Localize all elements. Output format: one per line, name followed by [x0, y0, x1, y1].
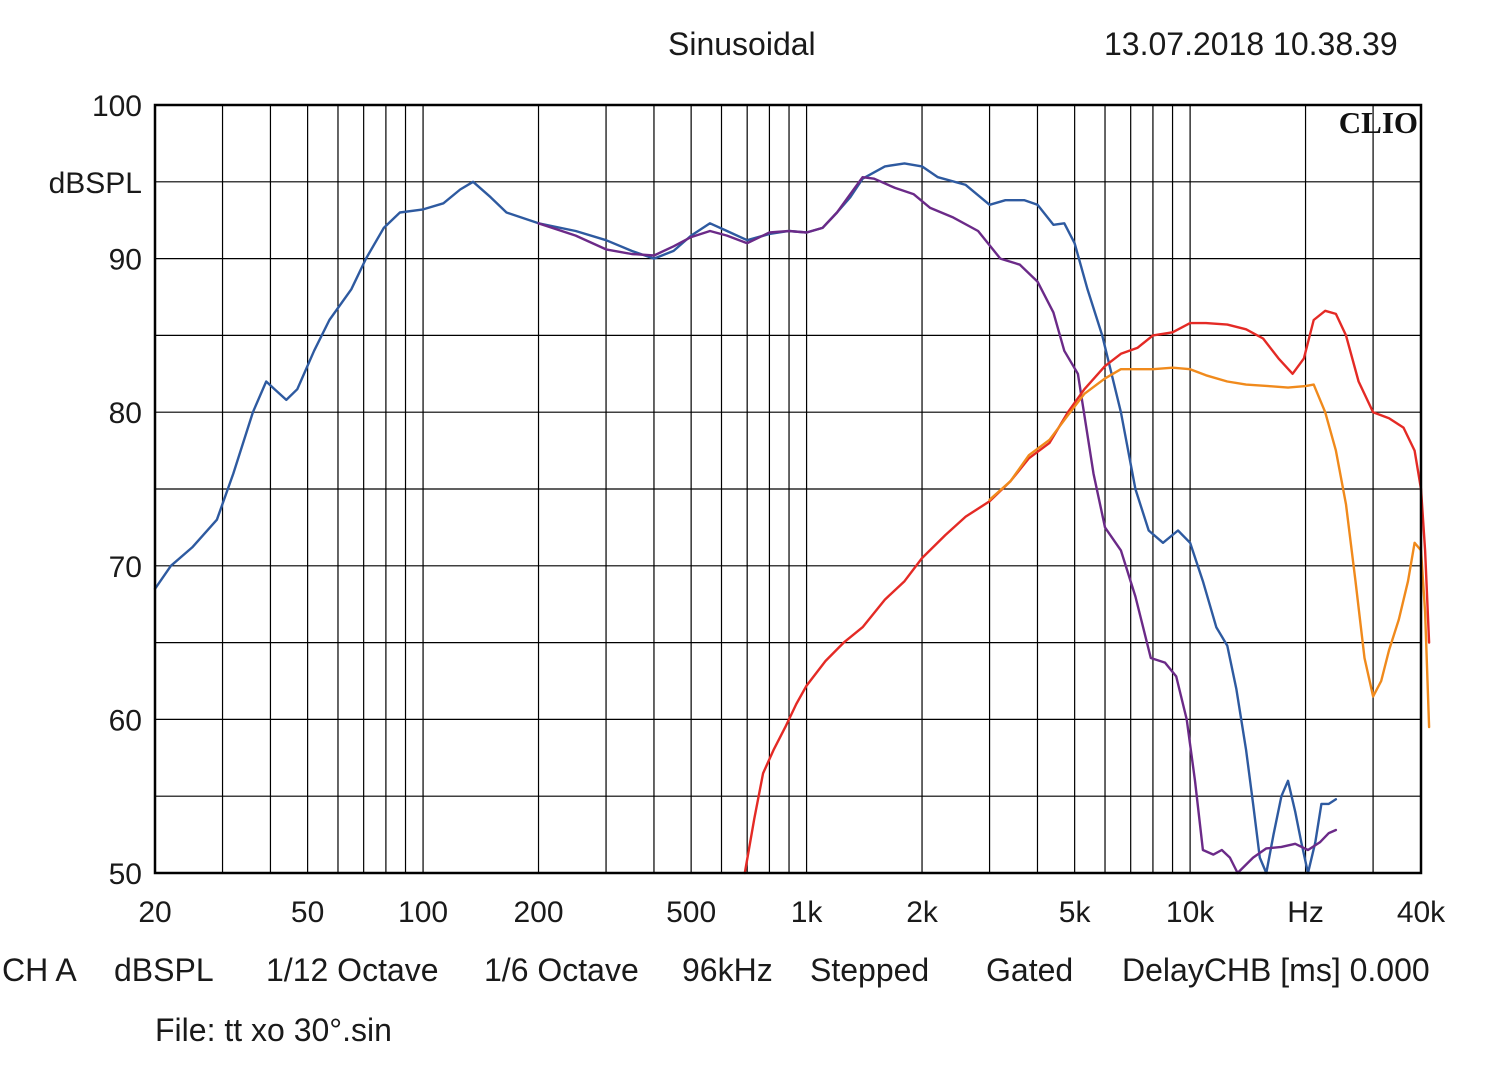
- x-tick-label: 100: [398, 896, 448, 929]
- curves: [153, 162, 1431, 875]
- status-mode: Stepped: [810, 952, 930, 988]
- y-tick-label: 60: [109, 704, 142, 737]
- chart-title: Sinusoidal: [668, 26, 816, 62]
- file-name: File: tt xo 30°.sin: [155, 1012, 392, 1048]
- x-tick-label: 40k: [1397, 896, 1446, 929]
- x-tick-label: 2k: [906, 896, 939, 929]
- x-tick-label: 10k: [1166, 896, 1215, 929]
- status-sample-rate: 96kHz: [682, 952, 773, 988]
- series-line-blue: [153, 162, 1338, 875]
- y-tick-labels: 100 90 80 70 60 50: [92, 90, 142, 891]
- timestamp: 13.07.2018 10.38.39: [1104, 26, 1398, 62]
- status-smoothing-1: 1/12 Octave: [266, 952, 439, 988]
- status-smoothing-2: 1/6 Octave: [484, 952, 639, 988]
- x-tick-label: 500: [666, 896, 716, 929]
- clio-logo: CLIO: [1339, 105, 1418, 140]
- status-channel: CH A: [2, 952, 77, 988]
- y-tick-label: 50: [109, 858, 142, 891]
- x-tick-label: 1k: [791, 896, 824, 929]
- status-unit: dBSPL: [114, 952, 214, 988]
- y-tick-label: 70: [109, 551, 142, 584]
- series-line-red: [743, 309, 1431, 875]
- series-line-purple: [537, 175, 1338, 875]
- x-tick-label: 5k: [1059, 896, 1092, 929]
- plot-frame: [153, 103, 1423, 875]
- y-tick-label: 100: [92, 90, 142, 123]
- x-tick-label: 200: [513, 896, 563, 929]
- y-tick-label: 90: [109, 244, 142, 277]
- y-tick-label: 80: [109, 397, 142, 430]
- x-tick-labels: 20 50 100 200 500 1k 2k 5k 10k Hz 40k: [138, 896, 1446, 929]
- status-window: Gated: [986, 952, 1074, 988]
- y-axis-label: dBSPL: [49, 167, 142, 200]
- series-line-orange: [988, 366, 1431, 729]
- x-tick-label: 20: [138, 896, 171, 929]
- grid: [155, 105, 1421, 873]
- status-delay: DelayCHB [ms] 0.000: [1122, 952, 1430, 988]
- x-tick-label: Hz: [1287, 896, 1324, 929]
- x-tick-label: 50: [291, 896, 324, 929]
